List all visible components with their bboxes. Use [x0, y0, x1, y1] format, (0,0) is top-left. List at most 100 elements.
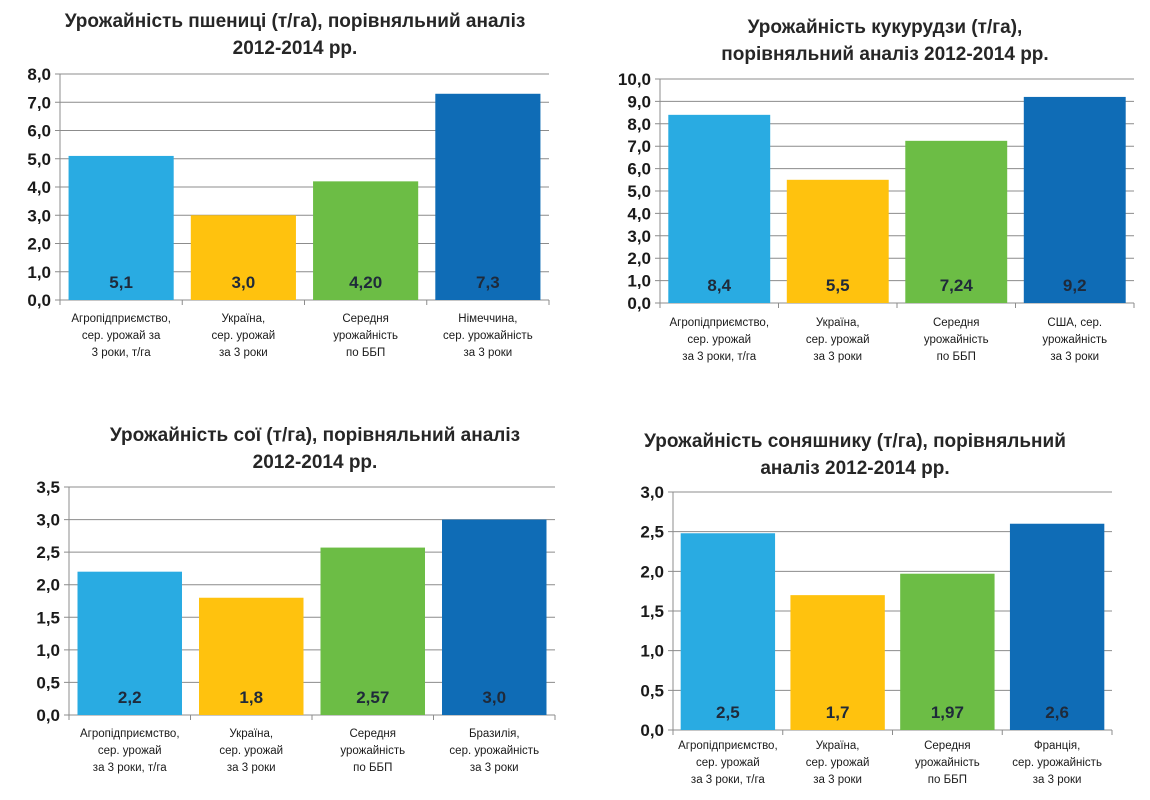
- y-tick-label: 6,0: [627, 160, 651, 179]
- data-label: 2,57: [356, 688, 389, 707]
- category-label-line: урожайність: [1042, 334, 1107, 346]
- category-label-line: сер. урожай: [806, 334, 870, 346]
- y-tick-label: 0,0: [27, 291, 51, 310]
- category-label-line: за 3 роки: [813, 774, 862, 786]
- y-tick-label: 2,5: [640, 523, 664, 542]
- data-label: 2,5: [716, 703, 740, 722]
- y-tick-label: 3,0: [627, 227, 651, 246]
- category-label-line: Середня: [349, 728, 396, 740]
- bar: [190, 215, 296, 300]
- category-label-line: сер. урожай: [212, 330, 276, 342]
- category-label: Бразилія, сер. урожайність за 3 роки: [449, 728, 539, 774]
- y-tick-label: 7,0: [27, 93, 51, 112]
- chart-sunflower: Урожайність соняшнику (т/га), порівняльн…: [575, 400, 1150, 800]
- category-label-line: за 3 роки, т/га: [682, 351, 756, 363]
- y-tick-label: 9,0: [627, 92, 651, 111]
- category-label-line: по ББП: [928, 774, 967, 786]
- y-tick-label: 3,0: [36, 511, 60, 530]
- category-label-line: за 3 роки, т/га: [93, 762, 167, 774]
- category-label-line: сер. урожай: [806, 757, 870, 769]
- category-label: Агропідприємство, сер. урожай за 3 роки, т…: [71, 313, 171, 359]
- chart-plot: 0,0 0,5 1,0 1,5 2,0 2,5 3,0 3,5 2,2 Агропідприємс…: [36, 478, 556, 774]
- data-label: 5,5: [826, 276, 850, 295]
- data-label: 2,6: [1045, 703, 1069, 722]
- y-tick-label: 0,0: [640, 721, 664, 740]
- data-label: 3,0: [482, 688, 506, 707]
- category-label-line: Франція,: [1034, 740, 1080, 752]
- category-label-line: Агропідприємство,: [80, 728, 180, 740]
- category-label-line: сер. урожай за: [82, 330, 161, 342]
- bar: [435, 93, 541, 301]
- bar: [320, 547, 425, 715]
- category-label-line: Середня: [933, 317, 980, 329]
- data-label: 2,2: [118, 688, 142, 707]
- y-tick-label: 1,0: [27, 263, 51, 282]
- category-label: Середня урожайність по ББП: [924, 317, 989, 363]
- category-label-line: за 3 роки: [1050, 351, 1099, 363]
- category-label-line: за 3 роки: [813, 351, 862, 363]
- y-tick-label: 4,0: [627, 204, 651, 223]
- chart-plot: 0,0 0,5 1,0 1,5 2,0 2,5 3,0 2,5 Агропідприємство…: [640, 483, 1113, 786]
- chart-title: Урожайність сої (т/га), порівняльний ана…: [109, 425, 521, 473]
- data-label: 4,20: [349, 273, 382, 292]
- category-label: Україна, сер. урожай за 3 роки: [806, 740, 870, 786]
- category-label-line: 3 роки, т/га: [92, 347, 152, 359]
- category-label-line: урожайність: [340, 745, 405, 757]
- category-label-line: сер. урожайність: [443, 330, 533, 342]
- category-label-line: по ББП: [346, 347, 385, 359]
- y-tick-label: 0,0: [36, 706, 60, 725]
- y-tick-label: 0,5: [640, 681, 664, 700]
- chart-plot: 0,0 1,0 2,0 3,0 4,0 5,0 6,0 7,0 8,0 5,1 Агропідпри…: [27, 65, 550, 359]
- data-label: 7,3: [476, 273, 500, 292]
- category-label-line: Агропідприємство,: [71, 313, 171, 325]
- bar: [77, 571, 182, 715]
- bar: [1009, 523, 1105, 730]
- category-label-line: за 3 роки: [219, 347, 268, 359]
- category-label: Україна, сер. урожай за 3 роки: [806, 317, 870, 363]
- bar: [790, 595, 885, 730]
- category-label-line: Агропідприємство,: [678, 740, 778, 752]
- data-label: 1,7: [826, 703, 850, 722]
- data-label: 8,4: [707, 276, 731, 295]
- category-label-line: сер. урожай: [687, 334, 751, 346]
- data-label: 1,97: [931, 703, 964, 722]
- y-tick-label: 10,0: [618, 70, 651, 89]
- bar: [1023, 96, 1126, 303]
- category-label: Агропідприємство, сер. урожай за 3 роки, т…: [80, 728, 180, 774]
- category-label: Агропідприємство, сер. урожай за 3 роки, т…: [678, 740, 778, 786]
- chart-title: Урожайність соняшнику (т/га), порівняльн…: [644, 431, 1066, 479]
- y-tick-label: 2,0: [640, 562, 664, 581]
- data-label: 3,0: [232, 273, 256, 292]
- category-label-line: за 3 роки, т/га: [691, 774, 765, 786]
- y-tick-label: 3,0: [640, 483, 664, 502]
- y-tick-label: 3,0: [27, 206, 51, 225]
- category-label-line: по ББП: [937, 351, 976, 363]
- category-label-line: США, сер.: [1047, 317, 1102, 329]
- y-tick-label: 2,5: [36, 543, 60, 562]
- category-label-line: за 3 роки: [1033, 774, 1082, 786]
- chart-wheat: Урожайність пшениці (т/га), порівняльний…: [0, 0, 575, 400]
- bar: [786, 179, 889, 303]
- category-label: Україна, сер. урожай за 3 роки: [212, 313, 276, 359]
- category-label-line: Україна,: [816, 740, 860, 752]
- category-label: Середня урожайність по ББП: [333, 313, 398, 359]
- y-tick-label: 2,0: [627, 249, 651, 268]
- bar: [442, 519, 547, 715]
- y-tick-label: 3,5: [36, 478, 60, 497]
- category-label-line: по ББП: [353, 762, 392, 774]
- data-label: 7,24: [940, 276, 974, 295]
- chart-plot: 0,0 1,0 2,0 3,0 4,0 5,0 6,0 7,0 8,0 9,0 10,0 8,4 Агр…: [618, 70, 1135, 363]
- bar: [668, 114, 771, 303]
- data-label: 9,2: [1063, 276, 1087, 295]
- category-label-line: за 3 роки: [227, 762, 276, 774]
- y-tick-label: 4,0: [27, 178, 51, 197]
- category-label-line: урожайність: [333, 330, 398, 342]
- y-tick-label: 1,5: [36, 608, 60, 627]
- bar: [900, 573, 995, 730]
- category-label-line: сер. урожай: [219, 745, 283, 757]
- chart-soy: Урожайність сої (т/га), порівняльний ана…: [0, 400, 575, 800]
- y-tick-label: 1,5: [640, 602, 664, 621]
- category-label-line: сер. урожайність: [449, 745, 539, 757]
- category-label: Україна, сер. урожай за 3 роки: [219, 728, 283, 774]
- chart-title: Урожайність пшениці (т/га), порівняльний…: [64, 11, 526, 59]
